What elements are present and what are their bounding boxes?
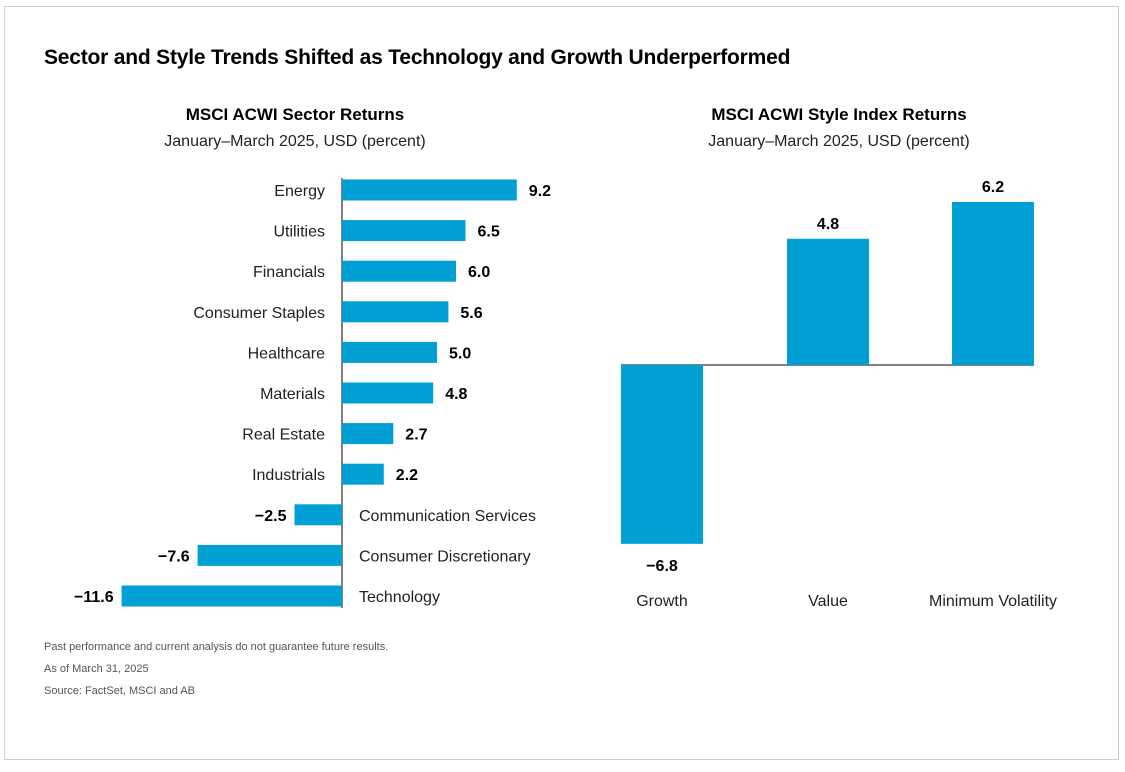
bar-communication-services <box>294 504 342 526</box>
label-value: Value <box>808 593 848 610</box>
style-chart-subtitle: January–March 2025, USD (percent) <box>708 133 969 150</box>
disclaimer-note: Past performance and current analysis do… <box>44 641 389 653</box>
value-healthcare: 5.0 <box>449 345 471 362</box>
label-industrials: Industrials <box>252 467 325 484</box>
label-energy: Energy <box>274 183 325 200</box>
bar-healthcare <box>342 341 437 363</box>
bar-industrials <box>342 463 384 485</box>
sector-returns-chart: MSCI ACWI Sector Returns January–March 2… <box>74 105 551 608</box>
bar-real-estate <box>342 423 394 445</box>
value-real-estate: 2.7 <box>405 427 427 444</box>
value-materials: 4.8 <box>445 386 467 403</box>
bar-growth <box>621 365 703 544</box>
as-of-note: As of March 31, 2025 <box>44 663 149 675</box>
bar-utilities <box>342 220 466 242</box>
value-minimum-volatility: 6.2 <box>982 179 1004 196</box>
bar-technology <box>121 585 342 607</box>
label-materials: Materials <box>260 386 325 403</box>
value-value: 4.8 <box>817 216 839 233</box>
label-growth: Growth <box>636 593 688 610</box>
figure-frame <box>4 6 1119 760</box>
bar-energy <box>342 179 517 201</box>
value-growth: −6.8 <box>646 558 678 575</box>
label-utilities: Utilities <box>273 224 325 241</box>
value-industrials: 2.2 <box>396 467 418 484</box>
value-consumer-staples: 5.6 <box>460 305 482 322</box>
label-minimum-volatility: Minimum Volatility <box>929 593 1057 610</box>
source-note: Source: FactSet, MSCI and AB <box>44 685 196 697</box>
value-utilities: 6.5 <box>478 224 500 241</box>
value-communication-services: −2.5 <box>255 508 287 525</box>
label-technology: Technology <box>359 589 440 606</box>
bar-consumer-staples <box>342 301 449 323</box>
bar-financials <box>342 260 456 282</box>
label-consumer-discretionary: Consumer Discretionary <box>359 548 531 565</box>
label-consumer-staples: Consumer Staples <box>193 305 325 322</box>
label-real-estate: Real Estate <box>242 427 325 444</box>
style-chart-title: MSCI ACWI Style Index Returns <box>711 105 966 124</box>
bar-value <box>787 238 869 365</box>
footnotes: Past performance and current analysis do… <box>44 636 388 702</box>
sector-chart-title: MSCI ACWI Sector Returns <box>186 105 405 124</box>
value-technology: −11.6 <box>74 589 114 606</box>
label-financials: Financials <box>253 264 325 281</box>
label-communication-services: Communication Services <box>359 508 536 525</box>
label-healthcare: Healthcare <box>248 345 325 362</box>
value-consumer-discretionary: −7.6 <box>158 548 190 565</box>
bar-materials <box>342 382 434 404</box>
value-financials: 6.0 <box>468 264 490 281</box>
style-returns-chart: MSCI ACWI Style Index Returns January–Ma… <box>621 105 1057 610</box>
sector-chart-subtitle: January–March 2025, USD (percent) <box>164 133 425 150</box>
figure-title: Sector and Style Trends Shifted as Techn… <box>44 46 791 69</box>
value-energy: 9.2 <box>529 183 551 200</box>
bar-consumer-discretionary <box>197 544 342 566</box>
bar-minimum-volatility <box>952 201 1034 365</box>
